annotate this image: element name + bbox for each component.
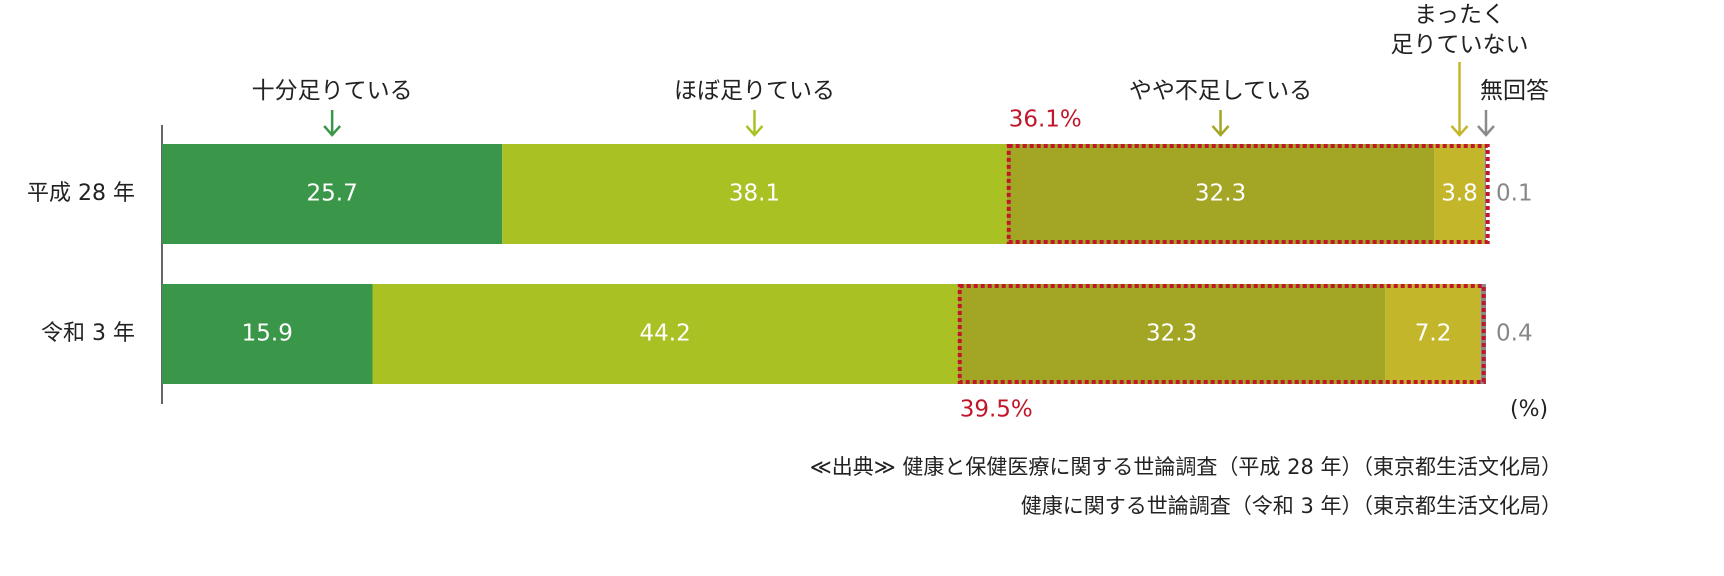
legend-label: 無回答 bbox=[1480, 78, 1549, 104]
data-label: 32.3 bbox=[1195, 181, 1246, 207]
legend-label: やや不足している bbox=[1128, 78, 1313, 104]
legend-arrow-head bbox=[1477, 125, 1495, 137]
legend-label: まったく 足りていない bbox=[1390, 2, 1529, 58]
bar-segment bbox=[957, 284, 1386, 384]
bar-segment bbox=[1484, 144, 1486, 244]
bar-segment bbox=[1480, 284, 1486, 384]
bar-segment bbox=[372, 284, 958, 384]
box-label: 36.1% bbox=[1009, 107, 1082, 133]
y-tick-label: 令和 3 年 bbox=[41, 321, 135, 346]
legend-arrow-head bbox=[745, 125, 764, 137]
bar-segment bbox=[1434, 144, 1485, 244]
legend-label: ほぼ足りている bbox=[673, 78, 835, 104]
data-label: 32.3 bbox=[1146, 321, 1197, 347]
bar-segment bbox=[502, 144, 1007, 244]
data-label: 15.9 bbox=[242, 321, 293, 347]
y-tick-label: 平成 28 年 bbox=[27, 181, 135, 206]
unit-label: (%) bbox=[1510, 397, 1548, 422]
source-note: 健康に関する世論調査（令和 3 年）（東京都生活文化局） bbox=[1021, 494, 1562, 518]
legend-arrow-head bbox=[323, 125, 342, 137]
data-label: 38.1 bbox=[729, 181, 780, 207]
box-label: 39.5% bbox=[960, 397, 1033, 423]
legend-arrow-head bbox=[1450, 125, 1469, 137]
bar-segment bbox=[1006, 144, 1435, 244]
data-label: 0.1 bbox=[1496, 181, 1533, 207]
bar-segment bbox=[162, 144, 503, 244]
legend-label: 十分足りている bbox=[251, 78, 413, 104]
data-label: 44.2 bbox=[640, 321, 691, 347]
bar-segment bbox=[162, 284, 373, 384]
data-label: 7.2 bbox=[1415, 321, 1452, 347]
data-label: 25.7 bbox=[307, 181, 358, 207]
bar-segment bbox=[1385, 284, 1481, 384]
highlight-box bbox=[1006, 144, 1490, 244]
data-label: 3.8 bbox=[1441, 181, 1478, 207]
highlight-box bbox=[957, 284, 1486, 384]
source-note: ≪出典≫ 健康と保健医療に関する世論調査（平成 28 年）（東京都生活文化局） bbox=[810, 455, 1562, 479]
legend-arrow-head bbox=[1211, 125, 1230, 137]
data-label: 0.4 bbox=[1496, 321, 1533, 347]
